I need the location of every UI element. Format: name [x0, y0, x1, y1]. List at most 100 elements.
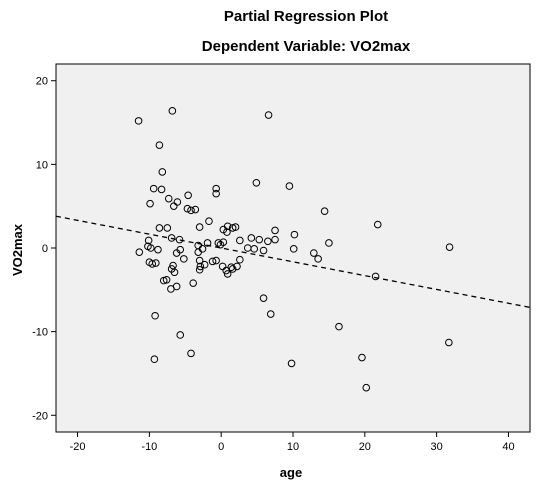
data-point: [266, 310, 275, 318]
data-point: [236, 255, 244, 264]
data-point: [228, 265, 237, 273]
data-point: [200, 260, 209, 269]
data-point: [335, 322, 343, 331]
data-point: [371, 272, 380, 281]
data-point: [247, 234, 256, 242]
data-point: [157, 185, 166, 194]
data-point: [189, 279, 197, 287]
chart-title: Partial Regression Plot: [224, 8, 388, 25]
data-point: [187, 206, 195, 215]
data-point: [147, 244, 155, 252]
data-point: [259, 294, 268, 302]
data-point: [320, 207, 329, 215]
data-point: [146, 199, 154, 208]
x-tick-label: -20: [70, 441, 86, 453]
data-point: [151, 311, 159, 320]
data-point: [164, 194, 173, 203]
data-point: [271, 235, 279, 244]
data-point: [259, 246, 268, 255]
data-point: [212, 189, 220, 198]
data-point: [184, 191, 192, 200]
data-point: [290, 230, 299, 239]
data-points: [134, 107, 454, 392]
data-point: [252, 178, 261, 187]
data-point: [236, 236, 244, 245]
data-point: [445, 338, 453, 347]
data-point: [172, 249, 181, 257]
x-axis-label: age: [280, 465, 302, 480]
data-point: [183, 204, 192, 213]
x-tick-label: 0: [218, 441, 224, 453]
data-point: [154, 245, 162, 254]
data-point: [445, 243, 454, 251]
data-point: [195, 256, 204, 265]
data-point: [134, 117, 143, 125]
data-point: [168, 107, 177, 115]
y-axis-label: VO2max: [10, 223, 25, 276]
data-point: [158, 168, 167, 176]
data-point: [233, 262, 241, 271]
data-point: [135, 248, 144, 256]
data-point: [195, 265, 204, 274]
plot-area: [56, 64, 530, 432]
data-point: [223, 228, 231, 236]
data-point: [196, 262, 205, 271]
data-point: [310, 249, 318, 257]
data-point: [195, 223, 204, 231]
data-point: [289, 245, 298, 253]
axis-ticks: -20 -10 0 10 20 30 40 -20 -10 0 10 20: [32, 76, 514, 453]
data-point: [219, 238, 228, 246]
data-point: [255, 235, 264, 244]
data-point: [358, 353, 366, 362]
data-point: [175, 235, 184, 244]
data-point: [223, 270, 232, 278]
data-point: [149, 184, 158, 193]
y-tick-label: 0: [42, 243, 48, 255]
data-point: [203, 239, 212, 247]
y-tick-label: -10: [32, 327, 48, 339]
data-point: [155, 224, 164, 232]
data-point: [208, 257, 217, 266]
data-point: [187, 349, 195, 358]
data-point: [163, 224, 172, 232]
x-tick-label: 20: [359, 441, 371, 453]
data-point: [176, 331, 185, 339]
y-tick-label: 10: [36, 159, 48, 171]
data-point: [325, 239, 333, 247]
data-point: [264, 111, 273, 119]
data-point: [170, 268, 179, 277]
data-point: [212, 256, 220, 265]
data-point: [191, 205, 200, 214]
x-tick-label: 40: [502, 441, 514, 453]
data-point: [228, 224, 237, 232]
data-point: [362, 383, 371, 392]
data-point: [148, 260, 157, 268]
y-tick-label: -20: [32, 410, 48, 422]
data-point: [250, 245, 259, 253]
plot-frame: [55, 63, 531, 433]
data-point: [155, 141, 164, 149]
data-point: [172, 282, 181, 291]
data-point: [144, 236, 153, 245]
chart-subtitle: Dependent Variable: VO2max: [202, 38, 411, 55]
data-point: [373, 220, 382, 229]
y-tick-label: 20: [36, 76, 48, 88]
data-point: [285, 182, 294, 190]
data-point: [264, 237, 272, 246]
data-point: [205, 217, 213, 226]
data-point: [152, 259, 160, 267]
data-point: [212, 184, 220, 193]
x-tick-label: 30: [431, 441, 443, 453]
x-tick-label: -10: [141, 441, 157, 453]
data-point: [169, 202, 178, 210]
data-point: [314, 255, 322, 263]
data-point: [214, 239, 223, 247]
x-tick-label: 10: [287, 441, 299, 453]
data-point: [180, 255, 188, 263]
data-point: [194, 248, 202, 256]
data-point: [287, 359, 296, 368]
data-point: [167, 234, 176, 242]
data-point: [271, 226, 279, 235]
data-point: [162, 275, 171, 284]
